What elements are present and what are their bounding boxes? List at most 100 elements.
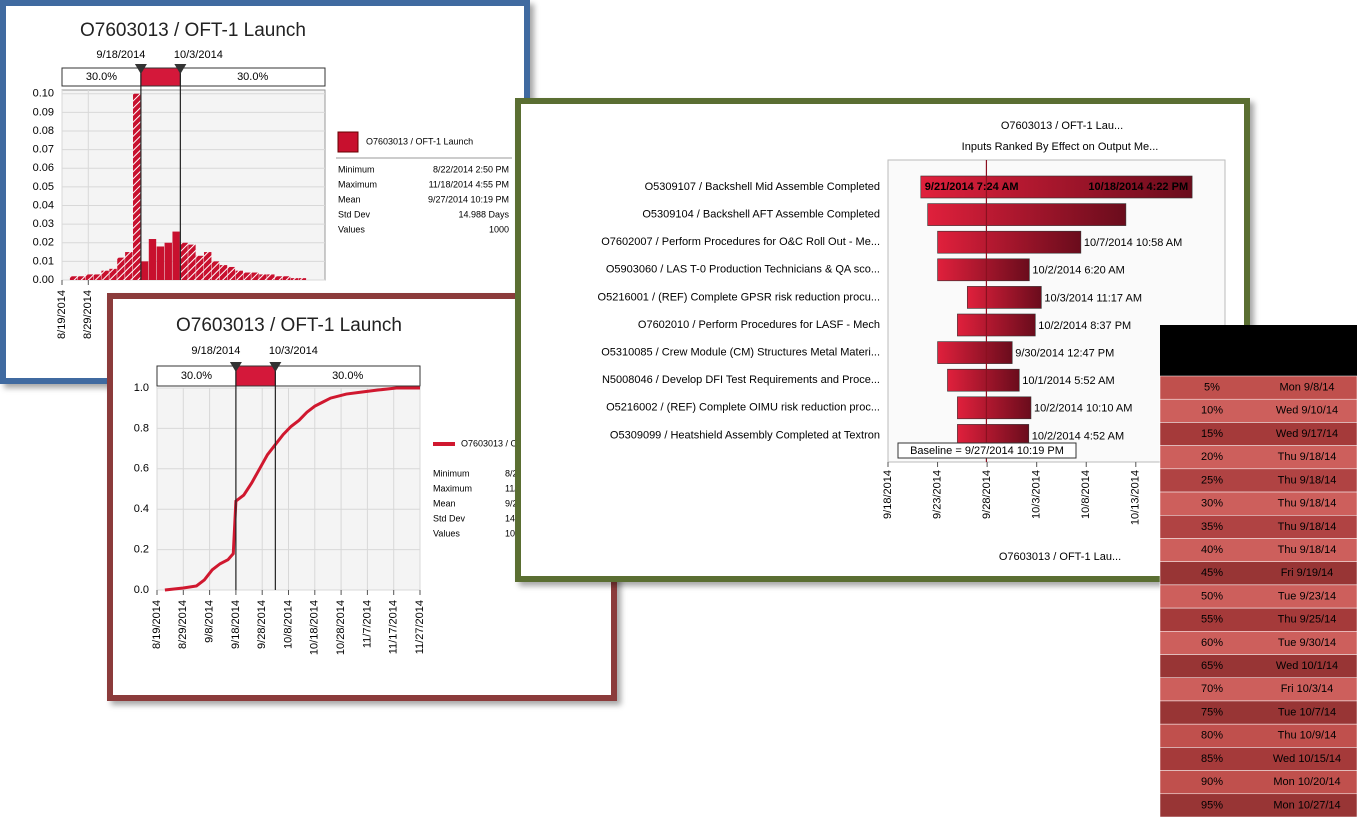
chart-title: O7603013 / OFT-1 Launch bbox=[176, 315, 402, 336]
tail-left: 30.0% bbox=[86, 71, 117, 83]
stat-label: Maximum bbox=[433, 483, 472, 493]
end-label: 10/1/2014 5:52 AM bbox=[1022, 375, 1114, 387]
marker-handle bbox=[229, 362, 242, 372]
category-label: O5309107 / Backshell Mid Assemble Comple… bbox=[645, 181, 880, 193]
x-tick-label: 11/17/2014 bbox=[388, 600, 400, 654]
end-label: 10/2/2014 4:52 AM bbox=[1032, 430, 1124, 442]
percentile: 40% bbox=[1201, 544, 1223, 556]
legend-swatch bbox=[337, 131, 359, 153]
marker-handle bbox=[134, 64, 147, 74]
x-tick-label: 9/8/2014 bbox=[204, 600, 216, 643]
percentile-date: Mon 9/8/14 bbox=[1279, 382, 1334, 394]
stat-label: Mean bbox=[433, 498, 456, 508]
x-tick-label: 10/8/2014 bbox=[282, 600, 294, 649]
category-label: O7602010 / Perform Procedures for LASF -… bbox=[638, 319, 880, 331]
histogram-bar bbox=[188, 244, 196, 280]
table-header bbox=[1160, 325, 1357, 376]
end-label: 9/30/2014 12:47 PM bbox=[1015, 348, 1114, 360]
percentile: 35% bbox=[1201, 521, 1223, 533]
range-bar bbox=[947, 368, 1020, 392]
histogram-bar bbox=[180, 242, 188, 280]
histogram-bar bbox=[77, 276, 86, 280]
percentile-date: Thu 9/18/14 bbox=[1278, 544, 1337, 556]
histogram-bar bbox=[164, 242, 172, 280]
histogram-bar bbox=[298, 278, 307, 280]
histogram-bar bbox=[101, 270, 109, 280]
table-row bbox=[1159, 793, 1357, 817]
y-tick-label: 0.8 bbox=[134, 422, 149, 434]
percentile: 60% bbox=[1201, 637, 1223, 649]
percentile: 15% bbox=[1201, 428, 1223, 440]
x-tick-label: 10/3/2014 bbox=[1031, 470, 1043, 519]
histogram-bar bbox=[204, 252, 212, 280]
marker-center bbox=[140, 67, 181, 87]
y-tick-label: 0.03 bbox=[33, 218, 54, 230]
percentile: 25% bbox=[1201, 474, 1223, 486]
y-tick-label: 0.06 bbox=[33, 162, 54, 174]
start-label: 9/21/2014 7:24 AM bbox=[925, 181, 1019, 193]
histogram-bar bbox=[109, 268, 117, 280]
legend-label: O7603013 / OFT-1 Launch bbox=[461, 438, 568, 448]
percentile: 30% bbox=[1201, 498, 1223, 510]
x-tick-label: 9/18/2014 bbox=[230, 600, 242, 649]
marker-band bbox=[156, 365, 421, 387]
end-label: 10/2/2014 6:20 AM bbox=[1032, 265, 1124, 277]
stat-value: 1000 bbox=[489, 224, 509, 234]
histogram-bar bbox=[219, 265, 228, 280]
percentile: 85% bbox=[1201, 753, 1223, 765]
tail-left: 30.0% bbox=[181, 370, 212, 382]
histogram-bar bbox=[172, 231, 180, 280]
percentile-date: Thu 9/18/14 bbox=[1278, 521, 1337, 533]
range-bar bbox=[966, 286, 1042, 309]
histogram-bar bbox=[282, 276, 291, 280]
y-tick-label: 0.00 bbox=[33, 274, 54, 286]
chart-title: O7603013 / OFT-1 Launch bbox=[80, 20, 306, 41]
percentile-date: Wed 10/1/14 bbox=[1276, 660, 1338, 672]
percentile-date: Thu 10/9/14 bbox=[1278, 730, 1337, 742]
percentile-date: Wed 10/15/14 bbox=[1273, 753, 1341, 765]
percentile: 75% bbox=[1201, 706, 1223, 718]
x-tick-label: 10/8/2014 bbox=[1080, 470, 1092, 519]
range-bar bbox=[957, 313, 1036, 337]
histogram-bar bbox=[140, 261, 149, 280]
baseline-label: Baseline = 9/27/2014 10:19 PM bbox=[910, 445, 1064, 457]
x-tick-label: 8/29/2014 bbox=[177, 600, 189, 649]
stat-value: 14.988 Days bbox=[458, 209, 509, 219]
percentile-date: Mon 10/20/14 bbox=[1273, 776, 1340, 788]
y-tick-label: 0.6 bbox=[134, 463, 149, 475]
cdf-line bbox=[164, 386, 420, 592]
stat-value: 9/27/2014 10:19 PM bbox=[428, 194, 509, 204]
category-label: O5310085 / Crew Module (CM) Structures M… bbox=[601, 347, 880, 359]
y-tick-label: 0.02 bbox=[33, 237, 54, 249]
percentile: 70% bbox=[1201, 683, 1223, 695]
histogram-bar bbox=[267, 274, 275, 280]
category-label: O5216002 / (REF) Complete OIMU risk redu… bbox=[606, 402, 880, 414]
percentile: 65% bbox=[1201, 660, 1223, 672]
y-tick-label: 1.0 bbox=[134, 382, 149, 394]
x-tick-label: 9/23/2014 bbox=[931, 470, 943, 519]
marker-handle bbox=[174, 64, 187, 74]
histogram-bar bbox=[259, 274, 267, 280]
y-tick-label: 0.05 bbox=[33, 181, 54, 193]
chart-subtitle: Inputs Ranked By Effect on Output Me... bbox=[962, 141, 1159, 153]
histogram-bar bbox=[290, 278, 299, 280]
baseline-box bbox=[897, 442, 1077, 459]
category-label: N5008046 / Develop DFI Test Requirements… bbox=[602, 374, 880, 386]
marker-label: 9/18/2014 bbox=[191, 345, 240, 357]
histogram-bar bbox=[117, 257, 125, 280]
range-bar bbox=[937, 341, 1013, 364]
percentile-date: Fri 9/19/14 bbox=[1281, 567, 1334, 579]
percentile-date: Wed 9/10/14 bbox=[1276, 405, 1338, 417]
histogram-bar bbox=[93, 274, 101, 280]
percentile: 90% bbox=[1201, 776, 1223, 788]
x-tick-label: 8/29/2014 bbox=[82, 290, 94, 339]
stat-label: Minimum bbox=[338, 164, 375, 174]
stat-label: Mean bbox=[338, 194, 361, 204]
histogram-bar bbox=[235, 270, 243, 280]
stat-label: Values bbox=[338, 224, 365, 234]
marker-label: 9/18/2014 bbox=[96, 49, 145, 61]
end-label: 10/18/2014 4:22 PM bbox=[1088, 181, 1188, 193]
end-label: 10/3/2014 11:17 AM bbox=[1044, 292, 1142, 304]
x-tick-label: 11/27/2014 bbox=[414, 600, 426, 654]
category-label: O5216001 / (REF) Complete GPSR risk redu… bbox=[598, 291, 880, 303]
